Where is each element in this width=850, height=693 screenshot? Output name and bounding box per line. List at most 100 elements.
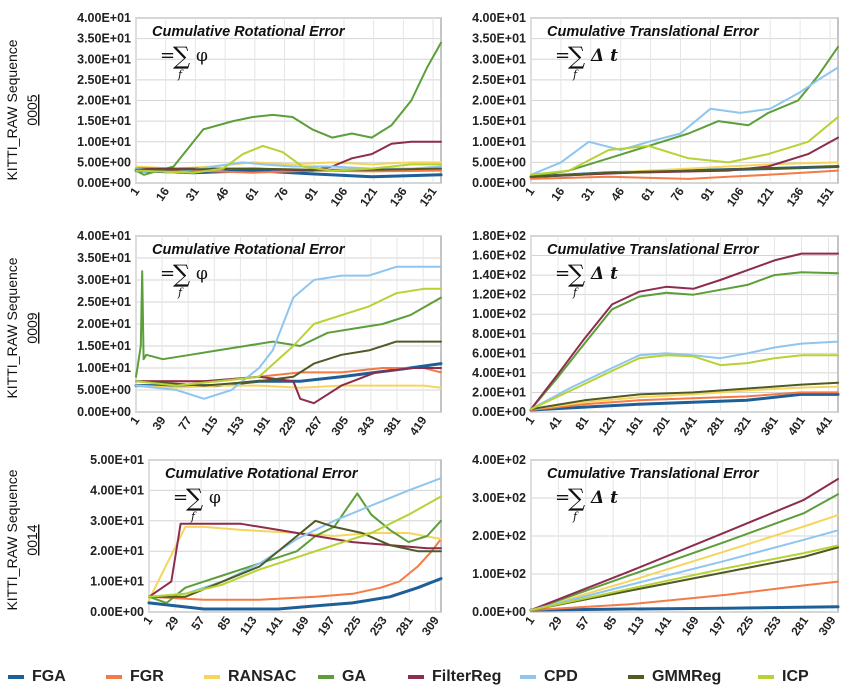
y-tick-label: 1.00E+01	[90, 575, 144, 589]
formula-sum-symbol: ∑	[568, 484, 585, 512]
series-line-ga	[135, 270, 442, 378]
formula-symbol: φ	[209, 488, 221, 508]
series-line-gmmreg	[135, 167, 442, 171]
x-tick-label: 31	[578, 184, 597, 203]
formula-symbol: Δ t	[590, 264, 618, 284]
series-line-ransac	[530, 385, 839, 411]
y-tick-label: 1.40E+02	[472, 268, 526, 282]
x-tick-label: 197	[315, 613, 338, 638]
row-label: KITTI_RAW Sequence 0005	[4, 39, 40, 180]
series-line-gmmreg	[135, 340, 442, 387]
x-tick-label: 29	[546, 613, 565, 632]
y-tick-label: 1.20E+02	[472, 288, 526, 302]
formula: =∑f Δ t	[555, 484, 618, 523]
y-tick-label: 1.00E+02	[472, 567, 526, 581]
series-line-ga	[148, 492, 442, 604]
x-tick-label: 141	[651, 613, 674, 638]
y-tick-label: 6.00E+01	[472, 346, 526, 360]
legend-swatch	[520, 675, 536, 679]
formula-subscript: f	[177, 286, 184, 299]
legend-item-fga: FGA	[8, 668, 66, 686]
formula: =∑f Δ t	[555, 260, 618, 299]
x-tick-label: 225	[341, 613, 364, 638]
formula-subscript: f	[572, 68, 579, 81]
legend-item-icp: ICP	[758, 668, 809, 686]
legend: FGA FGR RANSAC GA FilterReg CPD GMMReg ICP	[0, 662, 850, 692]
row-label-prefix: KITTI_RAW Sequence	[4, 39, 20, 180]
y-tick-label: 1.60E+02	[472, 249, 526, 263]
y-tick-label: 0.00E+00	[472, 176, 526, 190]
formula-equals: =	[173, 487, 188, 508]
formula-equals: =	[555, 487, 570, 508]
chart-panel: 0.00E+00 2.00E+01 4.00E+01 6.00E+01 8.00E+01…	[472, 229, 840, 438]
series-line-icp	[148, 495, 442, 598]
x-tick-label: 91	[698, 184, 717, 203]
series-line-fga	[529, 605, 840, 612]
legend-swatch	[408, 675, 424, 679]
formula-symbol: φ	[196, 46, 208, 66]
y-tick-label: 1.00E+01	[77, 361, 131, 375]
series-line-ga	[530, 493, 839, 612]
x-tick-label: 153	[224, 413, 247, 438]
series-line-cpd	[530, 66, 839, 176]
series-line-ga	[135, 41, 442, 176]
series-line-ga	[530, 45, 839, 178]
formula-equals: =	[555, 263, 570, 284]
formula-equals: =	[555, 45, 570, 66]
formula: =∑fφ	[173, 484, 221, 523]
series-line-gmmreg	[530, 165, 839, 178]
x-tick-label: 136	[784, 184, 807, 209]
chart-panel: 0.00E+00 5.00E+00 1.00E+01 1.50E+01 2.00E+01…	[77, 11, 443, 209]
x-tick-label: 151	[417, 184, 440, 209]
series-line-icp	[135, 144, 442, 174]
x-tick-label: 29	[162, 613, 181, 632]
series-line-cpd	[530, 529, 839, 612]
y-tick-label: 1.80E+02	[472, 229, 526, 243]
x-tick-label: 281	[788, 613, 811, 638]
chart-title: Cumulative Translational Error	[547, 466, 760, 482]
series-line-fgr	[148, 538, 442, 601]
row-label-prefix: KITTI_RAW Sequence	[4, 469, 20, 610]
x-tick-label: 46	[608, 184, 627, 203]
formula: =∑fφ	[160, 42, 208, 81]
x-tick-label: 77	[176, 413, 195, 432]
x-tick-label: 121	[754, 184, 777, 209]
y-tick-label: 0.00E+00	[472, 605, 526, 619]
chart-title: Cumulative Rotational Error	[152, 24, 346, 40]
y-tick-label: 3.00E+01	[77, 273, 131, 287]
series-line-icp	[530, 544, 839, 612]
y-tick-label: 3.50E+01	[77, 251, 131, 265]
x-tick-label: 169	[679, 613, 702, 638]
y-tick-label: 2.00E+01	[77, 94, 131, 108]
legend-swatch	[106, 675, 122, 679]
x-tick-label: 321	[731, 413, 754, 438]
y-tick-label: 4.00E+02	[472, 453, 526, 467]
legend-label: ICP	[782, 668, 809, 685]
formula: =∑fφ	[160, 260, 208, 299]
formula-subscript: f	[190, 510, 197, 523]
legend-label: FGR	[130, 668, 164, 685]
y-tick-label: 2.00E+01	[472, 385, 526, 399]
x-tick-label: 309	[816, 613, 839, 638]
x-tick-label: 46	[212, 184, 231, 203]
x-tick-label: 401	[785, 413, 808, 438]
x-tick-label: 91	[302, 184, 321, 203]
y-tick-label: 3.00E+01	[90, 514, 144, 528]
series-line-icp	[530, 354, 839, 411]
row-label-sequence: 0009	[24, 312, 40, 343]
series-line-filterreg	[530, 478, 839, 612]
series-line-gmmreg	[530, 381, 839, 411]
series-line-ransac	[530, 514, 839, 612]
chart-panel: 0.00E+00 1.00E+01 2.00E+01 3.00E+01 4.00E+01…	[90, 453, 443, 638]
x-tick-label: 81	[572, 413, 591, 432]
y-tick-label: 8.00E+01	[472, 327, 526, 341]
y-tick-label: 1.00E+01	[77, 135, 131, 149]
x-tick-label: 136	[387, 184, 410, 209]
x-tick-label: 151	[814, 184, 837, 209]
formula-equals: =	[160, 45, 175, 66]
legend-label: GA	[342, 668, 366, 685]
x-tick-label: 267	[302, 413, 325, 438]
series-line-fgr	[530, 169, 839, 180]
legend-item-filterreg: FilterReg	[408, 668, 501, 686]
